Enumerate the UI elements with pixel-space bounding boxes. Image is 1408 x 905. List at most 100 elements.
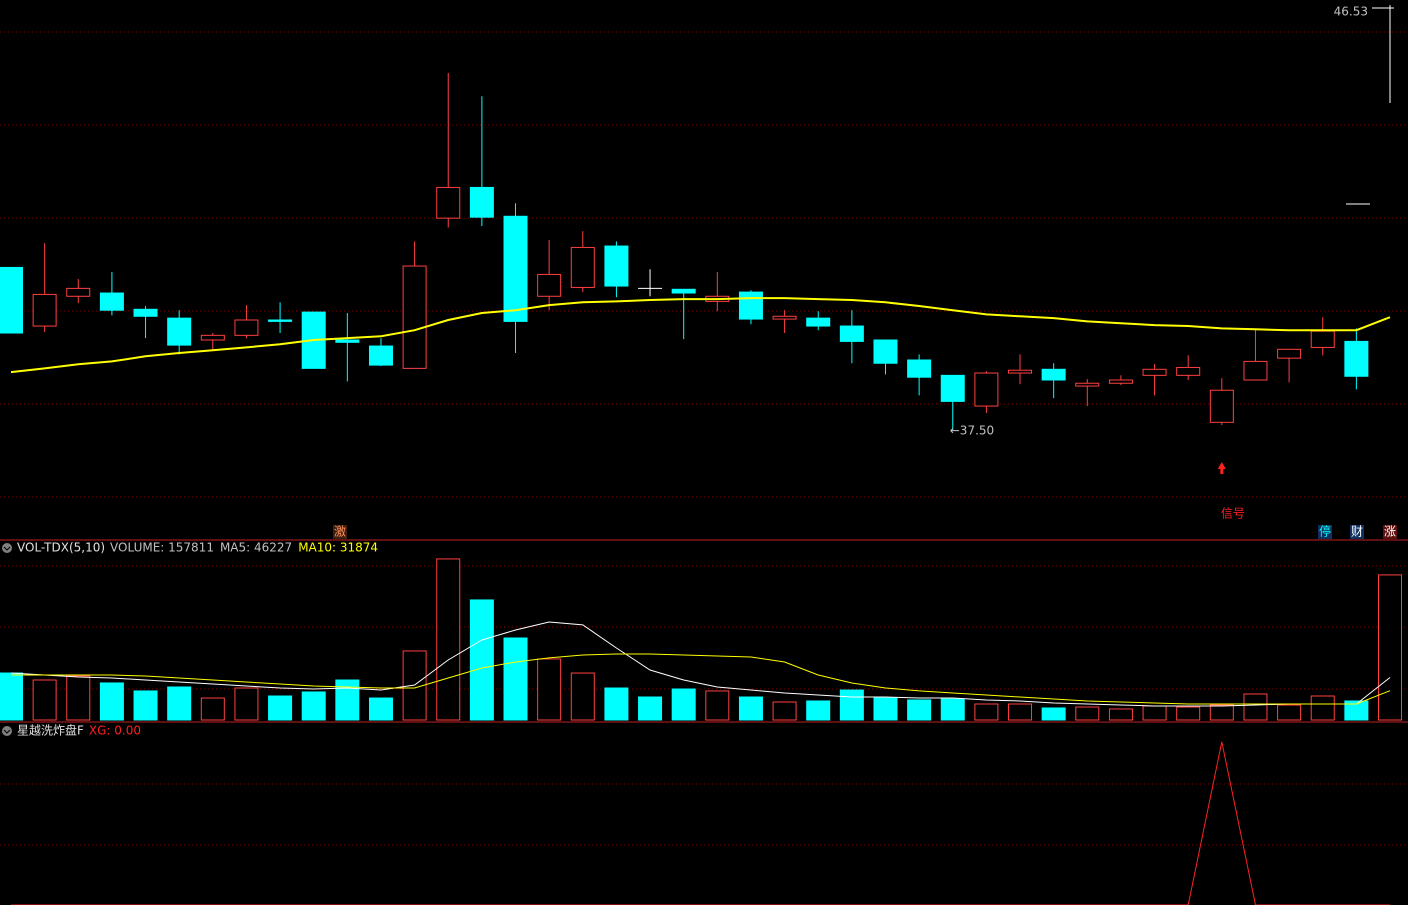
volume-bar (1008, 703, 1033, 721)
candle-body (66, 287, 91, 297)
tag: 停 (1319, 524, 1331, 539)
candle-body (234, 319, 259, 336)
volume-bar (200, 697, 225, 721)
volume-bar (133, 690, 158, 721)
signal-arrow (1217, 462, 1226, 474)
candle-body (1008, 369, 1033, 374)
volume-bar (1075, 706, 1100, 721)
volume-bar (0, 672, 23, 721)
candle-body (1310, 330, 1335, 348)
volume-bar (234, 687, 259, 721)
volume-bar (469, 599, 494, 721)
tag-box (1318, 525, 1332, 539)
candle-body (772, 315, 797, 320)
tag: 涨 (1384, 524, 1396, 539)
volume-bar (436, 558, 461, 721)
volume-bar (1378, 574, 1402, 721)
volume-bar (301, 691, 326, 721)
volume-bar (873, 697, 898, 721)
volume-bar (772, 701, 797, 721)
tag-box (1350, 525, 1364, 539)
panel-icon[interactable] (2, 726, 12, 736)
panel-icon[interactable] (2, 543, 12, 553)
volume-bar (940, 698, 965, 721)
max-price-label: 46.53 (1334, 5, 1368, 19)
candle-body (335, 339, 360, 343)
candle-body (570, 246, 595, 288)
volume-bar (1142, 705, 1167, 721)
candle-body (873, 339, 898, 364)
candle-body (402, 265, 427, 369)
candle-body (907, 359, 932, 378)
min-price-label: ←37.50 (950, 424, 994, 438)
volume-bar (1344, 700, 1369, 721)
candle-body (167, 317, 192, 346)
candle-body (268, 319, 293, 322)
candle-body (1243, 360, 1268, 381)
candle-body (436, 186, 461, 219)
tag-box (1383, 525, 1397, 539)
volume-ma (10, 621, 1391, 707)
panel-title: 星越洗炸盘F (17, 723, 84, 738)
candle-body (806, 317, 831, 327)
candle-body (1075, 382, 1100, 387)
signal-label: 信号 (1221, 507, 1245, 521)
grid (0, 31, 1408, 846)
candle-body (0, 266, 23, 334)
candle-body (503, 215, 528, 322)
volume-bar (806, 700, 831, 721)
volume-bar (66, 675, 91, 721)
volume-bar (604, 687, 629, 721)
volume-bar (268, 695, 293, 721)
candle-body (839, 325, 864, 342)
candle-body (1041, 368, 1066, 381)
candle-body (1277, 348, 1302, 359)
legend-entry: VOLUME: 157811 (110, 541, 214, 555)
volume-bar (335, 679, 360, 721)
panel-title: VOL-TDX(5,10) (17, 541, 105, 555)
volume-bar (1209, 704, 1234, 721)
tag-box (333, 525, 347, 539)
candle-body (974, 372, 999, 407)
volume-bar (1310, 695, 1335, 721)
volume-bar (738, 696, 763, 721)
volume-bar (570, 672, 595, 721)
volume-bar (167, 686, 192, 721)
candle-body (1142, 368, 1167, 376)
volume-bar (503, 637, 528, 721)
candle-body (32, 293, 57, 327)
volume-bar (368, 697, 393, 721)
volume-bar (1243, 693, 1268, 721)
candle-body (1108, 379, 1133, 384)
candle-body (99, 292, 124, 311)
candle-body (133, 308, 158, 317)
volume-bar (671, 688, 696, 721)
candle-body (1176, 366, 1201, 376)
volume-bar (638, 696, 663, 721)
legend-entry: MA5: 46227 (220, 541, 292, 555)
legend-entry: XG: 0.00 (89, 724, 141, 738)
volume-bar (1277, 704, 1302, 721)
volume-bar (99, 682, 124, 721)
volume-bar (974, 703, 999, 721)
candle-body (1209, 389, 1234, 423)
candle-body (738, 291, 763, 320)
candle-body (200, 334, 225, 341)
volume-ma (11, 653, 1391, 705)
candle-body (537, 273, 562, 297)
legend-entry: MA10: 31874 (298, 541, 378, 555)
volume-bar (1041, 707, 1066, 721)
tag: 激 (334, 525, 346, 539)
volume-bar (32, 679, 57, 721)
volume-bar (1176, 706, 1201, 721)
candle-body (469, 186, 494, 218)
candle-body (604, 245, 629, 287)
candle-body (940, 374, 965, 402)
volume-bar (705, 690, 730, 721)
volume-bar (1108, 708, 1133, 721)
candle-body (368, 345, 393, 366)
tag: 财 (1351, 525, 1363, 539)
volume-bar (537, 658, 562, 721)
